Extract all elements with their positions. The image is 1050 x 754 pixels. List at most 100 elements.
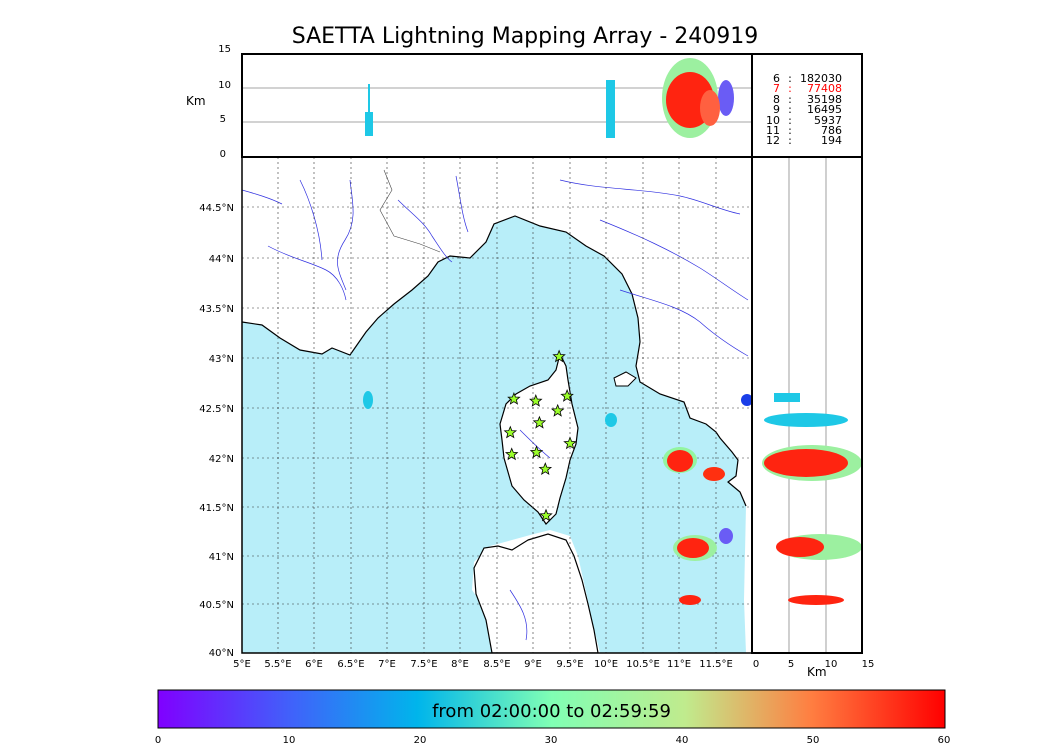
stat-separator: : (788, 134, 792, 148)
stat-row: 12: 194 (762, 134, 842, 148)
lat-tick: 40°N (209, 648, 234, 659)
stat-separator: : (788, 103, 792, 117)
stat-row: 7: 77408 (762, 82, 842, 96)
colorbar-tick: 60 (938, 735, 951, 746)
stat-altitude: 10 (766, 113, 780, 127)
lat-tick: 44°N (209, 254, 234, 265)
side-axis-ticks: 0 5 10 15 (753, 659, 875, 670)
stat-row: 11: 786 (762, 124, 842, 138)
lon-tick: 6.5°E (337, 659, 364, 670)
star-icon (504, 447, 519, 461)
altitude-axis-ticks: 15 10 5 0 (218, 44, 231, 160)
star-icon (538, 462, 553, 476)
star-icon (539, 508, 553, 522)
corsica-island (499, 352, 579, 525)
stat-row: 6:182030 (762, 72, 842, 85)
stat-altitude: 11 (766, 124, 780, 138)
stat-count: 5937 (814, 113, 842, 127)
river (509, 589, 528, 641)
star-icon (532, 415, 547, 429)
lon-tick: 9°E (524, 659, 542, 670)
stat-altitude: 8 (773, 92, 780, 106)
colorbar-ticks: 0 10 20 30 40 50 60 (155, 735, 951, 746)
star-icon (552, 349, 566, 363)
lon-tick: 6°E (305, 659, 323, 670)
lon-tick: 5.5°E (264, 659, 291, 670)
lat-tick: 40.5°N (199, 600, 234, 611)
star-icon (529, 393, 543, 407)
river (599, 219, 749, 301)
river (299, 179, 323, 261)
colorbar-tick: 10 (283, 735, 296, 746)
stat-separator: : (788, 72, 792, 85)
stat-count: 16495 (807, 103, 842, 117)
stats-table: 6:182030 7: 77408 8: 35198 9: 16495 10: 5937… (762, 72, 842, 148)
side-tick: 15 (862, 659, 875, 670)
sea-area (242, 216, 746, 653)
colorbar (157, 689, 946, 729)
stat-separator: : (788, 82, 792, 96)
river (455, 175, 469, 233)
lat-tick: 42°N (209, 454, 234, 465)
stat-count: 182030 (800, 72, 842, 85)
lon-tick: 7.5°E (410, 659, 437, 670)
stat-altitude: 7 (773, 82, 780, 96)
colorbar-caption: from 02:00:00 to 02:59:59 (432, 701, 671, 722)
lat-tick: 41°N (209, 552, 234, 563)
stat-count: 35198 (807, 92, 842, 106)
lon-tick: 11.5°E (699, 659, 733, 670)
latitude-axis-ticks: 44.5°N 44°N 43.5°N 43°N 42.5°N 42°N 41.5… (199, 203, 234, 659)
mainland-coastline (242, 215, 747, 507)
lat-tick: 43°N (209, 354, 234, 365)
river (519, 429, 551, 459)
river (397, 199, 453, 263)
stat-separator: : (788, 113, 792, 127)
star-icon (507, 391, 521, 405)
side-tick: 0 (753, 659, 759, 670)
stats-panel-frame (751, 53, 863, 158)
stat-count: 77408 (807, 82, 842, 96)
side-tick: 5 (788, 659, 794, 670)
lon-tick: 5°E (233, 659, 251, 670)
stat-altitude: 9 (773, 103, 780, 117)
river (559, 179, 741, 215)
lon-tick: 10.5°E (626, 659, 660, 670)
stat-row: 10: 5937 (762, 113, 842, 127)
lightning-sources-map (363, 391, 752, 605)
lat-tick: 41.5°N (199, 503, 234, 514)
lon-tick: 8.5°E (483, 659, 510, 670)
lat-tick: 43.5°N (199, 304, 234, 315)
lon-tick: 11°E (667, 659, 691, 670)
lon-tick: 9.5°E (556, 659, 583, 670)
stat-count: 786 (821, 124, 842, 138)
stat-altitude: 12 (766, 134, 780, 148)
stat-row: 9: 16495 (762, 103, 842, 117)
side-panel (751, 156, 863, 654)
colorbar-tick: 30 (545, 735, 558, 746)
star-icon (560, 389, 574, 402)
star-icon (503, 425, 518, 439)
stat-count: 194 (821, 134, 842, 148)
alt-tick: 15 (218, 44, 231, 55)
stat-row: 8: 35198 (762, 92, 842, 106)
stat-separator: : (788, 124, 792, 138)
alt-tick: 5 (220, 114, 226, 125)
river (242, 189, 283, 205)
star-icon (529, 445, 544, 459)
star-icon (563, 436, 577, 450)
colorbar-tick: 50 (807, 735, 820, 746)
alt-tick: 0 (220, 149, 226, 160)
river (337, 179, 354, 291)
altitude-panel (241, 53, 753, 158)
colorbar-tick: 40 (676, 735, 689, 746)
station-markers (503, 349, 577, 522)
colorbar-tick: 0 (155, 735, 161, 746)
map-panel[interactable] (242, 157, 753, 653)
lon-tick: 7°E (378, 659, 396, 670)
stat-separator: : (788, 92, 792, 106)
side-axis-label: Km (807, 665, 827, 679)
lat-tick: 44.5°N (199, 203, 234, 214)
alt-tick: 10 (218, 80, 231, 91)
